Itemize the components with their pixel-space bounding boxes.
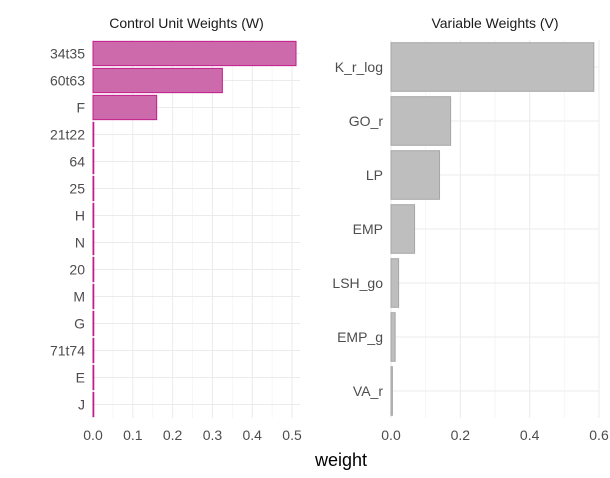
y-tick-label: EMP <box>353 221 383 237</box>
y-tick-label: 21t22 <box>50 127 85 143</box>
bar-60t63 <box>92 67 223 94</box>
x-tick-label: 0.5 <box>282 427 302 443</box>
bar-25 <box>92 175 95 202</box>
y-tick-label: 34t35 <box>50 46 85 62</box>
bar-M <box>92 283 95 310</box>
y-tick-label: 64 <box>69 154 85 170</box>
bar-E <box>92 364 95 391</box>
y-tick-label: 20 <box>69 262 85 278</box>
y-tick-label: J <box>78 397 85 413</box>
y-tick-label: VA_r <box>353 383 383 399</box>
bar-GO_r <box>390 96 452 146</box>
bar-G <box>92 310 95 337</box>
panel-title: Variable Weights (V) <box>431 15 558 31</box>
bar-71t74 <box>92 337 95 364</box>
y-tick-label: K_r_log <box>335 59 383 75</box>
bar-LSH_go <box>390 258 400 308</box>
x-tick-label: 0.2 <box>451 427 471 443</box>
bar-21t22 <box>92 121 95 148</box>
y-tick-label: GO_r <box>349 113 384 129</box>
x-tick-label: 0.2 <box>163 427 183 443</box>
y-tick-label: 25 <box>69 181 85 197</box>
y-tick-label: F <box>76 100 85 116</box>
bar-34t35 <box>92 40 297 67</box>
bar-J <box>92 391 95 418</box>
panel-title: Control Unit Weights (W) <box>109 15 264 31</box>
y-tick-label: G <box>74 316 85 332</box>
bar-VA_r <box>390 366 393 416</box>
variable-weights-panel: K_r_log GO_r LP EMP LSH_go EMP_g VA_r 0.0 0.2 0.4… <box>332 15 609 443</box>
bar-N <box>92 229 95 256</box>
bar-LP <box>390 150 441 200</box>
y-tick-label: 71t74 <box>50 343 85 359</box>
y-tick-label: H <box>75 208 85 224</box>
x-tick-label: 0.4 <box>242 427 262 443</box>
x-tick-label: 0.4 <box>520 427 540 443</box>
bar-64 <box>92 148 95 175</box>
bar-EMP <box>390 204 416 254</box>
x-tick-label: 0.1 <box>123 427 143 443</box>
y-tick-label: 60t63 <box>50 73 85 89</box>
x-tick-label: 0.0 <box>381 427 401 443</box>
y-tick-label: E <box>76 370 85 386</box>
x-axis-title: weight <box>314 450 367 470</box>
bar-H <box>92 202 95 229</box>
x-tick-label: 0.0 <box>83 427 103 443</box>
y-tick-label: LP <box>366 167 383 183</box>
bar-K_r_log <box>390 42 595 92</box>
y-tick-label: LSH_go <box>332 275 383 291</box>
x-tick-label: 0.6 <box>589 427 609 443</box>
bar-20 <box>92 256 95 283</box>
y-tick-label: M <box>73 289 85 305</box>
y-tick-label: N <box>75 235 85 251</box>
bar-F <box>92 94 158 121</box>
x-tick-label: 0.3 <box>203 427 223 443</box>
y-tick-label: EMP_g <box>337 329 383 345</box>
control-unit-weights-panel: 34t35 60t63 F 21t22 64 25 HN 20 MG 71t74 EJ 0.0 0.1 0… <box>50 15 302 443</box>
bar-EMP_g <box>390 312 396 362</box>
